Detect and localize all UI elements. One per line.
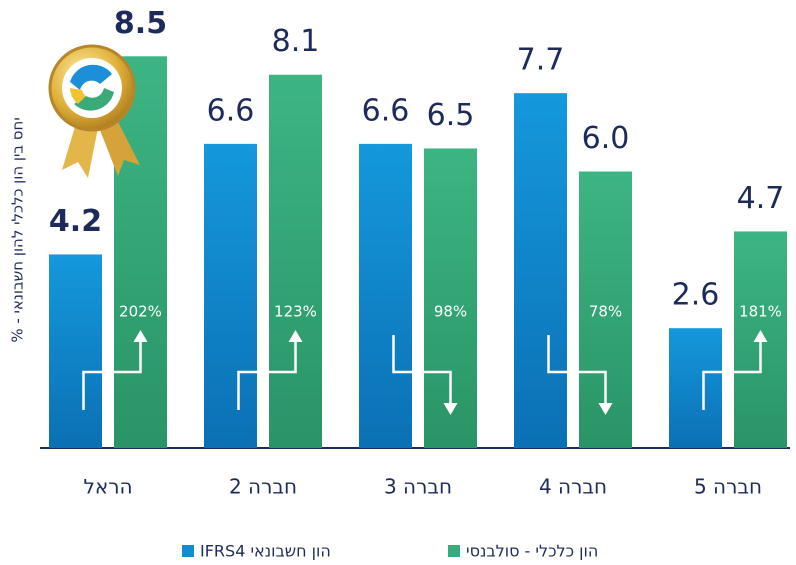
value-label: 2.6: [672, 278, 720, 313]
bar: [359, 143, 412, 449]
bar: [49, 254, 102, 448]
logo-green: [74, 88, 114, 111]
ratio-arrow: [82, 340, 142, 410]
bar: [269, 74, 322, 448]
medal-icon: [48, 44, 140, 178]
arrow-head: [288, 330, 303, 342]
x-tick-label: הראל: [83, 475, 132, 499]
arrow-head: [133, 330, 148, 342]
y-axis-label: יחס בין הון כלכלי להון חשבונאי - %: [9, 117, 27, 342]
arrow-head: [753, 330, 768, 342]
value-label: 6.5: [427, 98, 475, 133]
logo-blue: [70, 64, 112, 90]
value-label: 7.7: [517, 43, 565, 78]
arrow-head: [598, 403, 613, 415]
value-label: 8.5: [114, 6, 167, 41]
ratio-label: 123%: [274, 303, 317, 321]
ratio-arrow: [702, 340, 762, 410]
value-label: 6.6: [362, 93, 410, 128]
legend-label: הון כלכלי - סולבנסי: [466, 542, 598, 561]
ratio-label: 98%: [434, 303, 467, 321]
bar: [669, 328, 722, 448]
value-label: 4.2: [49, 204, 102, 239]
legend-swatch: [182, 545, 194, 557]
arrow-head: [443, 403, 458, 415]
ratio-arrow: [547, 335, 607, 405]
ratio-arrow: [237, 340, 297, 410]
bar: [514, 93, 567, 448]
x-tick-label: חברה 3: [384, 475, 452, 499]
x-tick-label: חברה 2: [229, 475, 297, 499]
bar: [114, 56, 167, 448]
value-label: 4.7: [737, 181, 785, 216]
x-tick-label: חברה 5: [694, 475, 762, 499]
bar: [204, 143, 257, 449]
ratio-label: 78%: [589, 303, 622, 321]
ratio-arrow: [392, 335, 452, 405]
logo-yellow: [70, 88, 86, 104]
x-tick-label: חברה 4: [539, 475, 607, 499]
value-label: 6.0: [582, 121, 630, 156]
legend-swatch: [448, 545, 460, 557]
value-label: 6.6: [207, 93, 255, 128]
legend-label: הון חשבונאי IFRS4: [200, 542, 331, 561]
ratio-label: 181%: [739, 303, 782, 321]
value-label: 8.1: [272, 24, 320, 59]
ratio-label: 202%: [119, 303, 162, 321]
